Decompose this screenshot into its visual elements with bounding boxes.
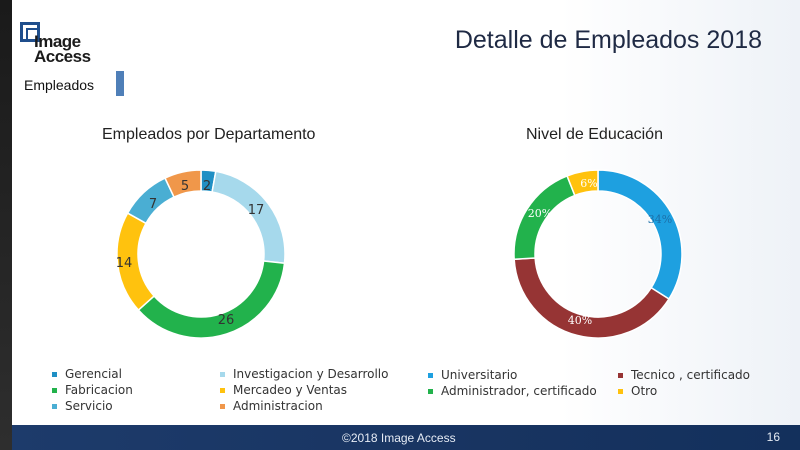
chart-title-departamento: Empleados por Departamento (102, 126, 316, 143)
left-accent-strip (0, 0, 12, 450)
legend-item-departamento-0: Gerencial (52, 366, 220, 382)
legend-swatch (618, 372, 623, 378)
legend-swatch (428, 388, 433, 394)
slice-educacion-0 (597, 169, 683, 301)
data-label-departamento-0: 2 (203, 179, 211, 194)
legend-label: Administracion (233, 399, 323, 413)
data-label-educacion-3: 6% (580, 177, 597, 190)
slice-departamento-5 (164, 169, 202, 199)
legend-swatch (52, 387, 57, 393)
data-label-departamento-2: 26 (218, 313, 235, 328)
logo-text-line1: Image (34, 32, 81, 51)
chart-title-educacion: Nivel de Educación (526, 126, 663, 143)
legend-item-departamento-5: Administracion (220, 398, 388, 414)
data-label-educacion-1: 40% (568, 314, 592, 327)
legend-swatch (52, 403, 57, 409)
legend-item-departamento-2: Fabricacion (52, 382, 220, 398)
legend-swatch (52, 371, 57, 377)
legend-swatch (220, 403, 225, 409)
logo-mark-icon (20, 22, 40, 42)
legend-item-educacion-1: Tecnico , certificado (618, 367, 750, 383)
legend-swatch (428, 372, 433, 378)
slide-title: Detalle de Empleados 2018 (454, 26, 762, 54)
legend-item-departamento-4: Servicio (52, 398, 220, 414)
legend-item-departamento-3: Mercadeo y Ventas (220, 382, 388, 398)
image-access-logo: Image Access (14, 16, 114, 66)
legend-item-educacion-0: Universitario (428, 367, 618, 383)
data-label-departamento-3: 14 (116, 256, 133, 271)
legend-item-departamento-1: Investigacion y Desarrollo (220, 366, 388, 382)
legend-label: Tecnico , certificado (631, 368, 751, 382)
slice-educacion-3 (566, 169, 599, 197)
legend-label: Administrador, certificado (441, 384, 597, 398)
legend-label: Fabricacion (65, 383, 133, 397)
logo-text-line2: Access (34, 47, 91, 66)
footer-bar: ©2018 Image Access 16 (12, 425, 800, 450)
legend-label: Investigacion y Desarrollo (233, 367, 389, 381)
legend-label: Servicio (65, 399, 113, 413)
page-number: 16 (766, 430, 780, 444)
legend-label: Otro (631, 384, 658, 398)
legend-item-educacion-2: Administrador, certificado (428, 383, 618, 399)
legend-label: Mercadeo y Ventas (233, 383, 348, 397)
slice-departamento-2 (137, 260, 286, 339)
legend-label: Gerencial (65, 367, 122, 381)
footer-copyright: ©2018 Image Access (342, 431, 456, 445)
legend-departamento: Gerencial Fabricacion Servicio Investigacio… (52, 366, 388, 414)
data-label-departamento-5: 5 (181, 179, 189, 194)
legend-item-educacion-3: Otro (618, 383, 750, 399)
legend-educacion: Universitario Administrador, certificado T… (428, 367, 750, 399)
data-label-educacion-2: 20% (528, 207, 552, 220)
data-label-departamento-1: 17 (248, 203, 265, 218)
legend-swatch (220, 387, 225, 393)
legend-label: Universitario (441, 368, 518, 382)
legend-swatch (220, 371, 225, 377)
data-label-educacion-0: 34% (648, 213, 672, 226)
section-tab: Empleados (14, 71, 124, 96)
legend-swatch (618, 388, 623, 394)
data-label-departamento-4: 7 (149, 197, 157, 212)
